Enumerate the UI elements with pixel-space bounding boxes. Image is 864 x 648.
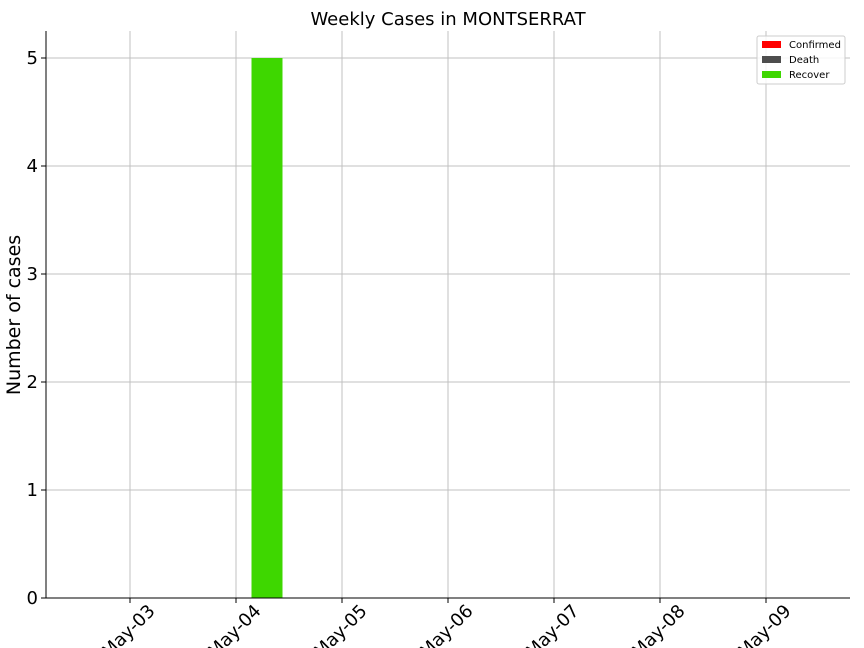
x-tick-label: May-03 <box>98 601 160 648</box>
chart-title: Weekly Cases in MONTSERRAT <box>310 9 586 30</box>
grid-lines <box>46 31 850 599</box>
y-tick-label: 1 <box>27 480 38 501</box>
y-axis-label: Number of cases <box>3 235 25 395</box>
bar-recover-May-04 <box>251 58 283 598</box>
legend-label-recover: Recover <box>789 70 830 81</box>
y-tick-label: 2 <box>27 372 38 393</box>
x-tick-label: May-08 <box>628 601 690 648</box>
legend-swatch-confirmed <box>762 41 781 48</box>
y-tick-label: 3 <box>27 264 38 285</box>
y-tick-label: 4 <box>27 156 38 177</box>
x-tick-label: May-06 <box>416 601 478 648</box>
x-tick-label: May-07 <box>522 601 584 648</box>
x-tick-label: May-05 <box>310 601 372 648</box>
legend-label-death: Death <box>789 55 819 66</box>
legend-swatch-death <box>762 56 781 63</box>
y-tick-label: 5 <box>27 48 38 69</box>
x-tick-label: May-04 <box>204 601 266 648</box>
legend-label-confirmed: Confirmed <box>789 40 841 51</box>
x-tick-label: May-09 <box>734 601 796 648</box>
x-axis-ticks: May-03 May-04 May-05 May-06 May-07 May-08 May-… <box>98 598 796 648</box>
y-tick-label: 0 <box>27 588 38 609</box>
legend: Confirmed Death Recover <box>756 35 846 85</box>
y-axis-ticks: 0 1 2 3 4 5 <box>27 48 46 609</box>
bars <box>251 58 283 598</box>
legend-swatch-recover <box>762 71 781 78</box>
